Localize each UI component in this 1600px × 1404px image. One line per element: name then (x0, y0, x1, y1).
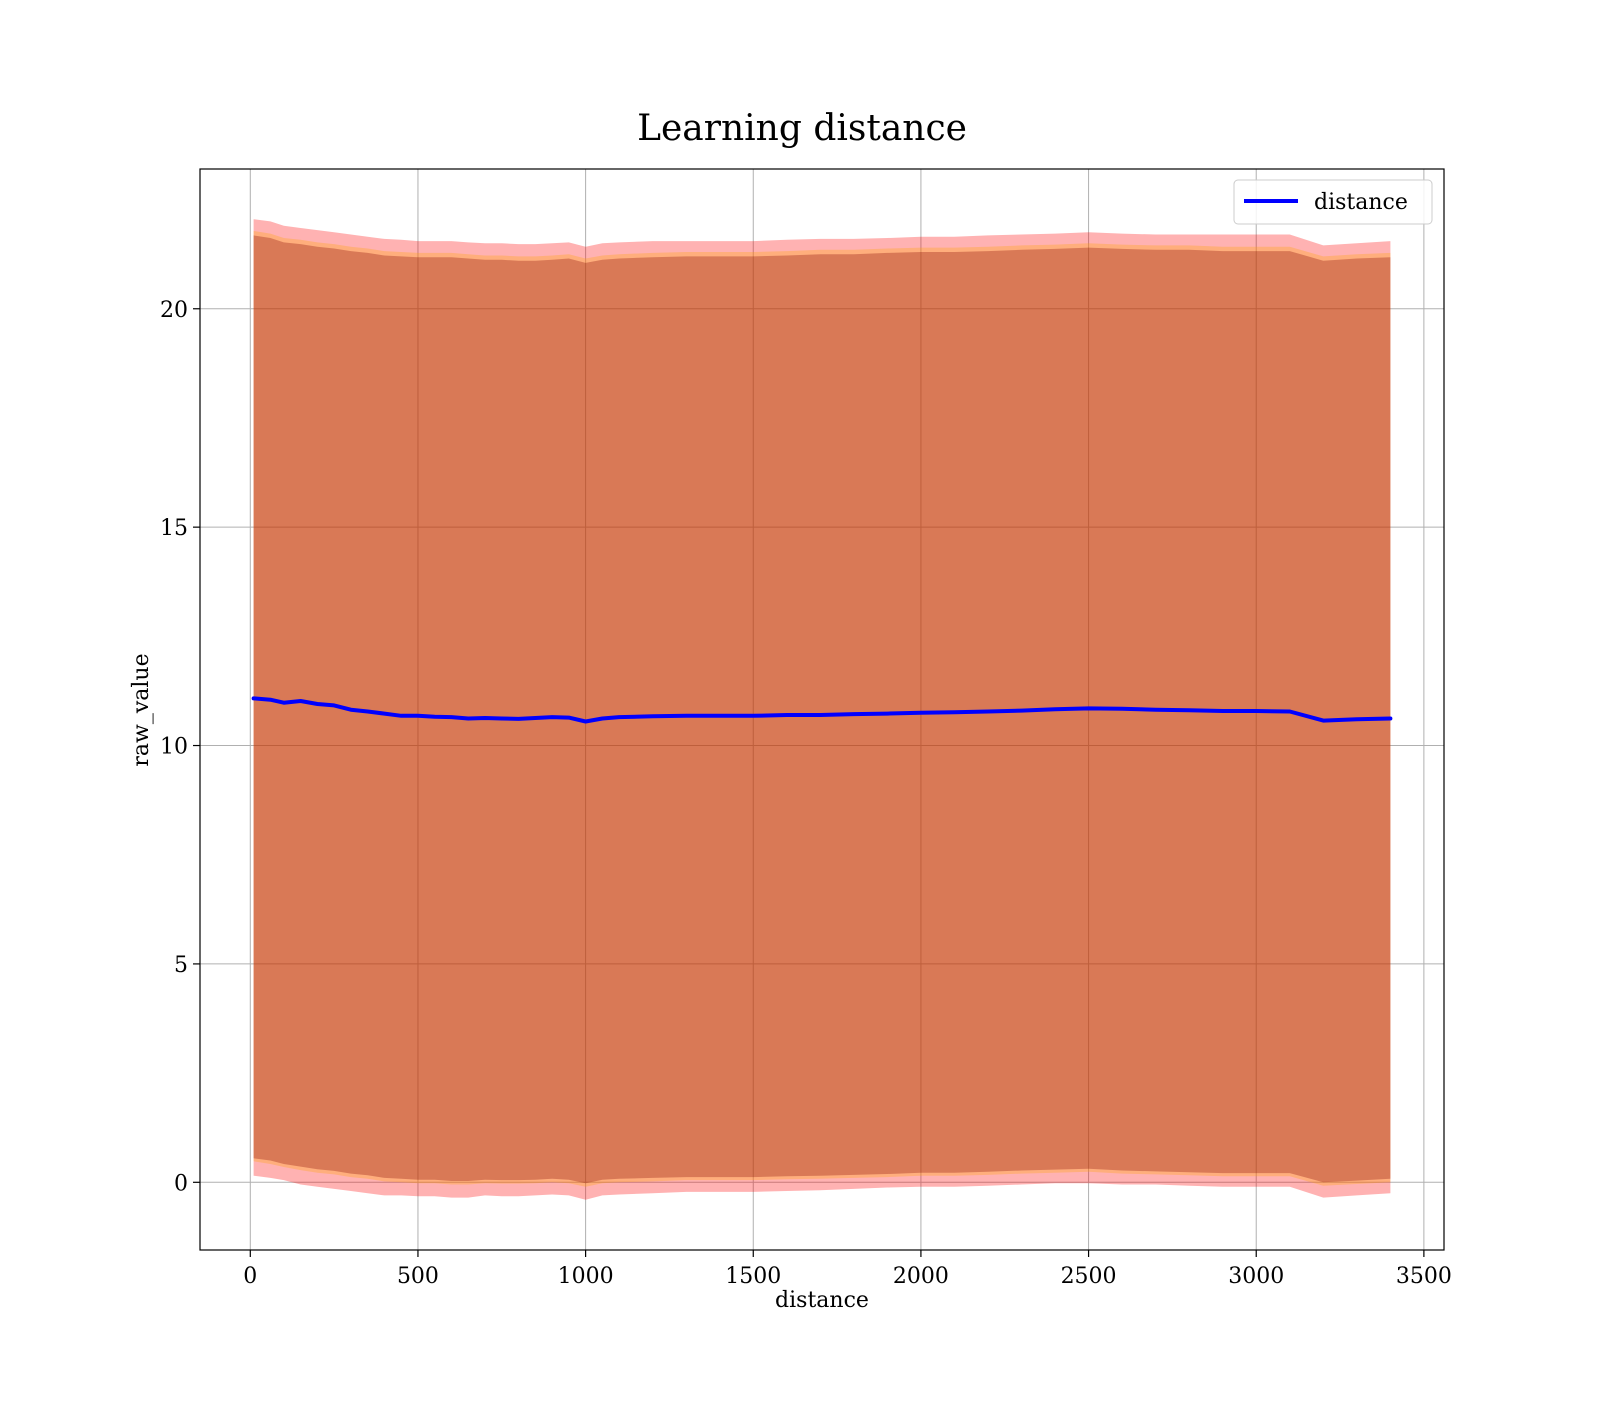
plot-frame (199, 168, 1445, 1251)
x-tick-label: 3000 (1228, 1264, 1284, 1289)
legend: distance (1233, 179, 1433, 225)
x-tick-label: 1000 (558, 1264, 614, 1289)
y-tick-label: 20 (160, 298, 188, 323)
y-tick-label: 5 (174, 953, 188, 978)
x-tick-label: 2000 (893, 1264, 949, 1289)
confidence-band-3 (253, 235, 1391, 1184)
x-axis-ticks: 0 500 1000 1500 2000 2500 3000 3500 (243, 1250, 1452, 1289)
x-tick-label: 500 (397, 1264, 439, 1289)
y-tick-label: 0 (174, 1171, 188, 1196)
legend-label-distance: distance (1314, 190, 1408, 215)
x-axis-label: distance (775, 1288, 869, 1313)
y-axis-label: raw_value (129, 653, 154, 766)
confidence-band-1 (253, 219, 1391, 1200)
x-tick-label: 2500 (1061, 1264, 1117, 1289)
chart-title: Learning distance (637, 108, 967, 149)
x-tick-label: 1500 (725, 1264, 781, 1289)
confidence-bands (253, 219, 1391, 1200)
y-tick-label: 15 (160, 516, 188, 541)
x-tick-label: 0 (243, 1264, 257, 1289)
y-axis-ticks: 0 5 10 15 20 (160, 298, 200, 1196)
legend-box (1233, 179, 1433, 225)
series-line-distance (251, 696, 1393, 724)
series-lines (251, 696, 1393, 724)
y-tick-label: 10 (160, 735, 188, 760)
grid-lines (200, 169, 1444, 1250)
x-tick-label: 3500 (1396, 1264, 1452, 1289)
confidence-band-2 (253, 231, 1391, 1187)
